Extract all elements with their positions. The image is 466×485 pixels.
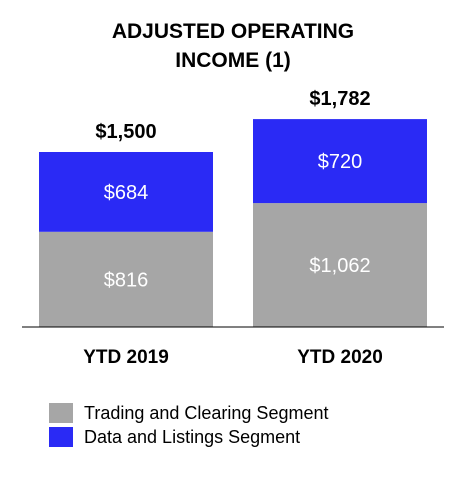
segment-value-label-1-1: $816 xyxy=(104,269,149,291)
chart-title-line-2: INCOME (1) xyxy=(175,49,291,72)
category-label-2: YTD 2020 xyxy=(297,347,383,368)
category-label-1: YTD 2019 xyxy=(83,347,169,368)
bar-segment-1-1 xyxy=(39,231,213,327)
legend-swatch-2 xyxy=(49,427,73,447)
bar-segment-1-2 xyxy=(253,203,427,327)
bar-segment-2-2 xyxy=(253,119,427,204)
bar-segment-2-1 xyxy=(39,152,213,232)
legend-label-2: Data and Listings Segment xyxy=(84,427,300,447)
chart-title-line-1: ADJUSTED OPERATING xyxy=(112,20,354,43)
bars-group xyxy=(39,119,427,327)
legend: Trading and Clearing Segment Data and Lis… xyxy=(49,403,328,447)
legend-label-1: Trading and Clearing Segment xyxy=(84,403,328,423)
legend-swatch-1 xyxy=(49,403,73,423)
total-label-2: $1,782 xyxy=(309,88,370,110)
segment-value-label-1-2: $1,062 xyxy=(309,255,370,277)
labels-group: $816 $684 $1,500 YTD 2019 $1,062 $720 $1,782 YT… xyxy=(83,88,383,368)
total-label-1: $1,500 xyxy=(95,121,156,143)
segment-value-label-2-2: $720 xyxy=(318,151,363,173)
segment-value-label-2-1: $684 xyxy=(104,182,149,204)
